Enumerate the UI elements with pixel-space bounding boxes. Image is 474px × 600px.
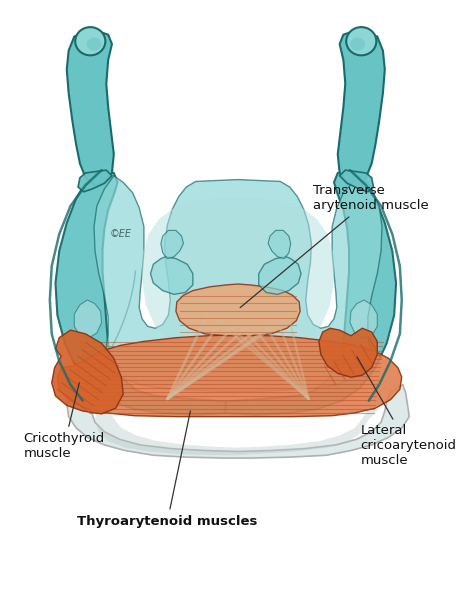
Polygon shape xyxy=(350,300,377,338)
Polygon shape xyxy=(176,284,300,336)
Polygon shape xyxy=(142,197,334,360)
Polygon shape xyxy=(340,170,374,192)
Polygon shape xyxy=(57,335,402,416)
Text: Thyroarytenoid muscles: Thyroarytenoid muscles xyxy=(77,411,258,527)
Polygon shape xyxy=(94,176,382,391)
Polygon shape xyxy=(319,328,377,377)
Polygon shape xyxy=(78,170,112,192)
Polygon shape xyxy=(55,170,226,415)
Polygon shape xyxy=(67,385,409,458)
Polygon shape xyxy=(268,230,291,259)
Ellipse shape xyxy=(87,37,101,50)
Polygon shape xyxy=(226,170,396,415)
Polygon shape xyxy=(67,32,114,185)
Polygon shape xyxy=(52,330,123,414)
Ellipse shape xyxy=(75,27,105,55)
Polygon shape xyxy=(74,300,101,338)
Polygon shape xyxy=(338,32,385,185)
Text: Transverse
arytenoid muscle: Transverse arytenoid muscle xyxy=(240,184,429,308)
Text: Lateral
cricoarytenoid
muscle: Lateral cricoarytenoid muscle xyxy=(357,357,456,467)
Ellipse shape xyxy=(346,27,376,55)
Polygon shape xyxy=(161,230,183,259)
Ellipse shape xyxy=(350,37,365,50)
Polygon shape xyxy=(151,257,193,295)
Polygon shape xyxy=(259,257,301,295)
Text: Cricothyroid
muscle: Cricothyroid muscle xyxy=(24,383,105,460)
Text: ©EE: ©EE xyxy=(109,229,131,239)
Polygon shape xyxy=(95,408,379,455)
